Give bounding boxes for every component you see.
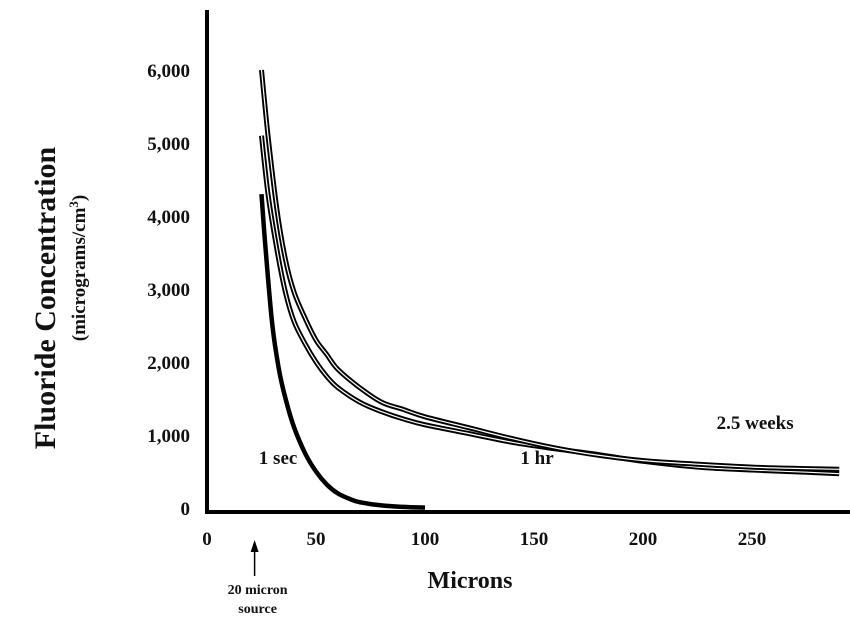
series-label: 1 sec	[259, 448, 298, 469]
x-tick-labels: 0 50 100 150 200 250	[202, 529, 766, 550]
y-tick-label: 5,000	[147, 134, 190, 155]
y-axis-unit-sup: 3	[66, 201, 81, 208]
y-axis-unit-close: )	[69, 195, 90, 201]
y-axis-unit-text: (micrograms/cm	[69, 207, 90, 341]
x-axis-title: Microns	[428, 568, 513, 594]
x-tick-label: 100	[411, 529, 440, 550]
y-axis-unit: (micrograms/cm3)	[66, 195, 90, 341]
x-tick-label: 50	[307, 529, 326, 550]
y-tick-label: 4,000	[147, 207, 190, 228]
y-tick-label: 6,000	[147, 61, 190, 82]
y-axis-title: Fluoride Concentration	[29, 146, 62, 449]
series-label: 2.5 weeks	[717, 413, 794, 434]
series-line-highlight	[260, 69, 840, 470]
annotation-text-line-2: source	[238, 602, 277, 617]
series-line-25-weeks	[259, 69, 840, 472]
y-tick-label: 2,000	[147, 353, 190, 374]
annotation-text-line-1: 20 micron	[228, 583, 288, 598]
y-tick-labels: 0 1,000 2,000 3,000 4,000 5,000 6,000	[147, 61, 190, 520]
series-lines	[259, 69, 840, 510]
source-annotation: 20 micron source	[228, 540, 288, 617]
series-line-1-sec	[259, 193, 426, 510]
series-labels: 1 sec 1 hr 2.5 weeks	[259, 413, 794, 469]
x-tick-label: 250	[738, 529, 767, 550]
annotation-arrow-head	[250, 540, 259, 552]
series-label: 1 hr	[520, 448, 554, 469]
x-tick-label: 0	[202, 529, 212, 550]
y-tick-label: 0	[181, 499, 191, 520]
x-tick-label: 200	[629, 529, 658, 550]
y-tick-label: 3,000	[147, 280, 190, 301]
y-tick-label: 1,000	[147, 426, 190, 447]
x-tick-label: 150	[520, 529, 549, 550]
